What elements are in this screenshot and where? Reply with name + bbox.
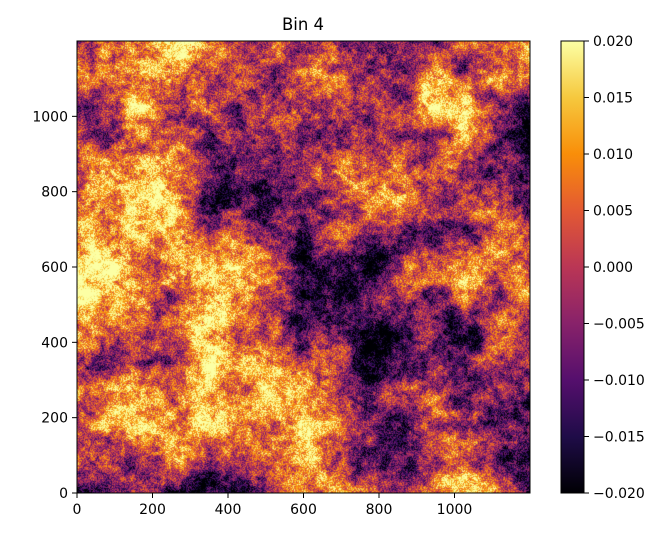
chart-title: Bin 4 [282,15,324,34]
y-tick-label: 200 [41,411,68,427]
colorbar-tick-label: −0.020 [593,486,645,502]
colorbar-tick-label: −0.015 [593,430,645,446]
colorbar-gradient [561,41,584,493]
x-tick-label: 0 [73,502,82,518]
colorbar-tick-label: 0.010 [593,147,633,163]
x-tick-label: 800 [366,502,393,518]
colorbar-tick-label: −0.010 [593,373,645,389]
y-tick-label: 0 [59,486,68,502]
colorbar-tick-label: −0.005 [593,317,645,333]
x-tick-label: 400 [215,502,242,518]
colorbar-tick-label: 0.005 [593,204,633,220]
colorbar-tick-label: 0.020 [593,34,633,50]
y-tick-label: 800 [41,185,68,201]
y-tick-label: 600 [41,260,68,276]
y-tick-label: 400 [41,335,68,351]
y-axis: 0 200 400 600 800 1000 [32,109,77,502]
x-tick-label: 1000 [437,502,473,518]
colorbar-tick-label: 0.000 [593,260,633,276]
y-tick-label: 1000 [32,109,68,125]
colorbar-tick-label: 0.015 [593,91,633,107]
x-tick-label: 600 [290,502,317,518]
colorbar: 0.020 0.015 0.010 0.005 0.000 −0.005 −0.010 −0.… [560,34,645,502]
heatmap [76,40,531,494]
x-axis: 0 200 400 600 800 1000 [73,493,473,518]
x-tick-label: 200 [139,502,166,518]
